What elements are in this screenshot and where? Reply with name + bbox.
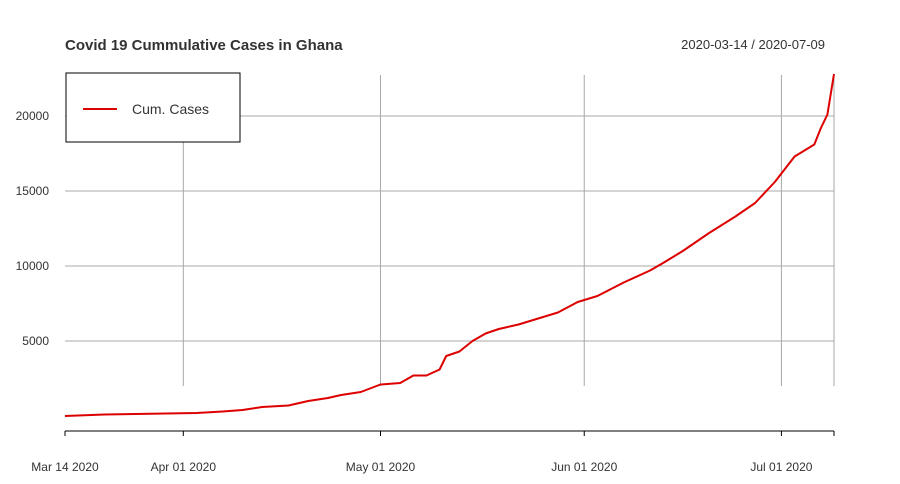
y-tick-label: 20000 <box>16 109 50 123</box>
y-tick-label: 10000 <box>16 259 50 273</box>
series <box>64 73 835 417</box>
x-tick-label: Jul 01 2020 <box>750 460 812 474</box>
x-axis: Mar 14 2020 Apr 01 2020 May 01 2020 Jun 01 … <box>31 430 835 474</box>
legend-label: Cum. Cases <box>132 101 209 117</box>
chart-title: Covid 19 Cummulative Cases in Ghana <box>65 37 343 54</box>
x-tick-label: Jun 01 2020 <box>551 460 617 474</box>
x-tick-label: Mar 14 2020 <box>31 460 99 474</box>
x-tick-label: Apr 01 2020 <box>151 460 217 474</box>
x-tick-label: May 01 2020 <box>346 460 416 474</box>
legend-box <box>65 72 241 143</box>
y-axis: 5000 10000 15000 20000 <box>16 109 50 348</box>
legend: Cum. Cases <box>65 72 241 143</box>
y-tick-label: 5000 <box>22 334 49 348</box>
chart-date-range: 2020-03-14 / 2020-07-09 <box>681 37 825 52</box>
series-line-cum-cases <box>64 73 835 417</box>
y-tick-label: 15000 <box>16 184 50 198</box>
